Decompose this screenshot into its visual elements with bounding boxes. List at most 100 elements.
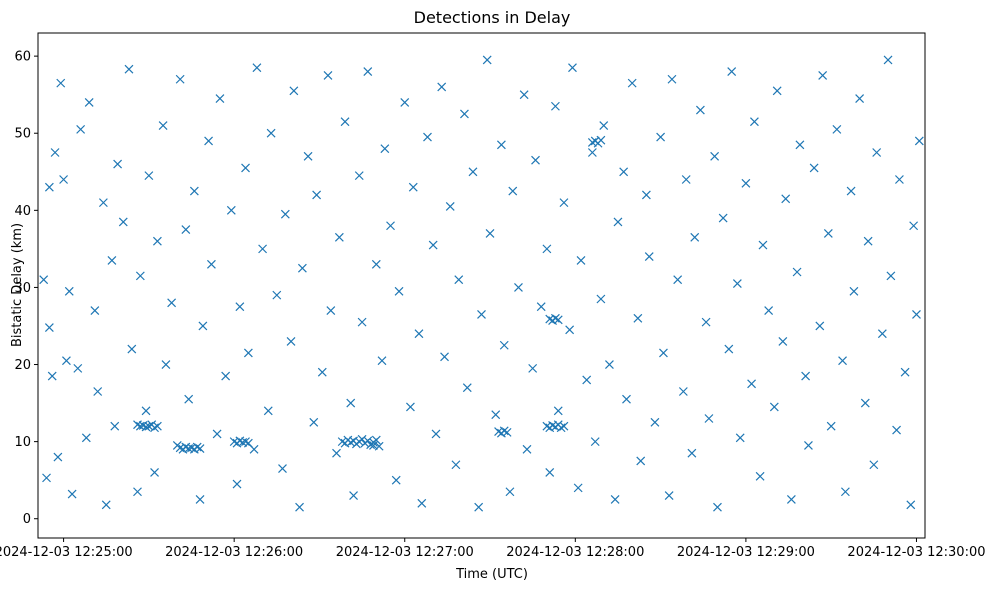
data-point	[619, 167, 629, 177]
y-tick-label: 30	[14, 281, 31, 296]
data-point	[769, 402, 779, 412]
data-point	[437, 82, 447, 92]
data-point	[184, 394, 194, 404]
data-point	[519, 90, 529, 100]
data-point	[863, 236, 873, 246]
data-point	[659, 348, 668, 358]
data-point	[357, 317, 367, 327]
data-point	[778, 336, 788, 346]
data-point	[371, 435, 381, 445]
data-point	[869, 460, 879, 470]
data-point	[93, 387, 103, 396]
data-point	[206, 259, 216, 269]
data-point	[243, 348, 253, 358]
data-point	[263, 406, 273, 416]
data-point	[747, 379, 757, 389]
data-point	[346, 437, 356, 447]
data-point	[62, 356, 71, 366]
data-point	[886, 271, 896, 281]
data-point	[101, 500, 111, 510]
data-point	[531, 155, 540, 165]
data-point	[266, 128, 276, 138]
data-point	[565, 325, 575, 335]
data-point	[496, 140, 506, 150]
data-point	[499, 340, 509, 350]
data-point	[158, 121, 168, 130]
y-axis-ticks: 0 10 20 30 40 50 60	[14, 50, 38, 527]
data-point	[374, 441, 384, 451]
data-point	[482, 55, 492, 65]
data-point	[818, 70, 828, 80]
data-point	[505, 487, 515, 497]
data-point	[622, 394, 631, 404]
data-point	[334, 232, 344, 242]
data-point	[914, 136, 924, 146]
data-point	[542, 244, 552, 254]
data-point	[451, 460, 461, 470]
data-point	[900, 367, 910, 377]
data-point	[877, 329, 887, 339]
x-tick-label: 2024-12-03 12:26:00	[165, 545, 303, 560]
data-point	[56, 78, 66, 88]
data-point	[701, 317, 711, 327]
data-point	[849, 286, 859, 296]
data-point	[690, 232, 700, 242]
data-point	[107, 256, 117, 265]
data-point	[39, 275, 49, 285]
x-tick-label: 2024-12-03 12:28:00	[506, 545, 644, 560]
y-tick-label: 20	[14, 358, 31, 373]
data-point	[514, 283, 523, 292]
data-point	[613, 217, 623, 227]
data-point	[477, 309, 486, 319]
data-point	[650, 417, 660, 427]
data-point	[582, 375, 592, 385]
data-point	[826, 421, 836, 431]
data-point	[386, 221, 395, 231]
data-point	[303, 151, 313, 161]
data-point	[454, 275, 464, 285]
data-point	[855, 94, 865, 103]
data-point	[371, 259, 381, 269]
data-point	[258, 244, 268, 254]
data-point	[545, 468, 555, 477]
data-point	[357, 434, 367, 444]
data-point	[894, 175, 904, 184]
data-point	[809, 163, 819, 173]
x-axis-ticks: 2024-12-03 12:25:00 2024-12-03 12:26:00 20…	[0, 538, 986, 560]
data-point	[641, 190, 651, 200]
data-point	[337, 437, 347, 447]
data-point	[755, 471, 765, 481]
data-point	[150, 468, 159, 477]
x-tick-label: 2024-12-03 12:27:00	[336, 545, 474, 560]
data-point	[226, 205, 236, 215]
data-point	[278, 464, 287, 474]
data-point	[133, 487, 142, 497]
data-point	[536, 302, 546, 312]
chart-title: Detections in Delay	[414, 8, 571, 27]
data-point	[42, 473, 51, 483]
x-tick-label: 2024-12-03 12:30:00	[847, 545, 985, 560]
data-point	[801, 371, 811, 381]
data-point	[710, 151, 720, 161]
data-point	[141, 422, 151, 432]
data-point	[741, 178, 751, 188]
data-point	[110, 421, 120, 431]
data-point	[394, 286, 404, 296]
data-point	[664, 491, 674, 501]
data-point	[460, 109, 469, 119]
data-point	[50, 148, 60, 157]
data-point	[235, 302, 245, 312]
data-point	[633, 313, 643, 323]
data-point	[795, 140, 805, 150]
data-point	[673, 275, 683, 285]
data-point	[406, 402, 415, 412]
data-point	[468, 167, 478, 177]
data-point	[400, 97, 410, 107]
data-point	[605, 360, 614, 369]
data-point	[573, 483, 583, 493]
data-point	[792, 267, 802, 277]
data-point	[204, 136, 214, 146]
data-point	[656, 132, 666, 142]
data-point	[391, 475, 401, 485]
data-point	[181, 225, 191, 235]
